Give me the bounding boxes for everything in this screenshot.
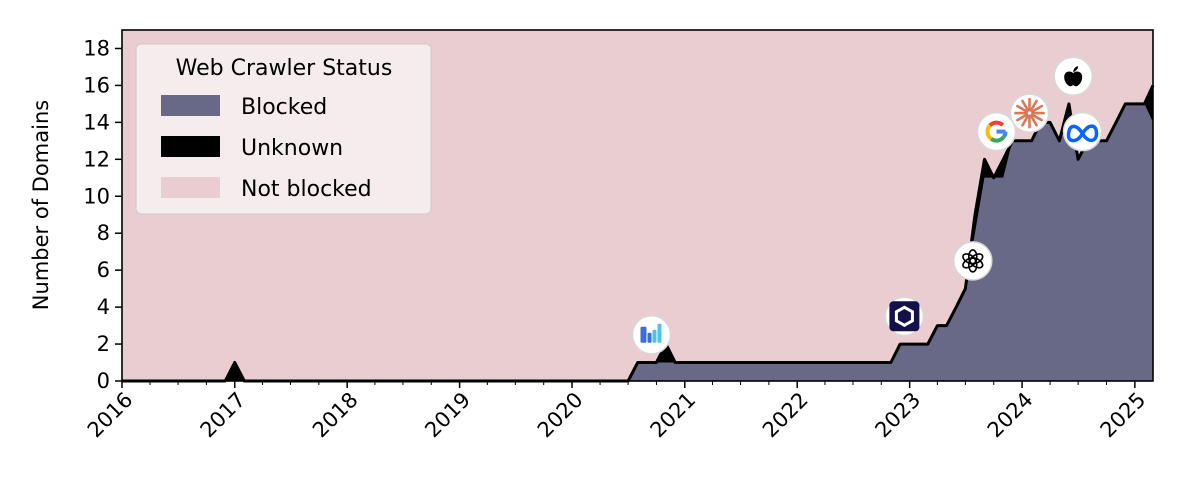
y-tick-label: 12 (83, 147, 110, 171)
y-tick-label: 10 (83, 184, 110, 208)
hexagon-logo-icon (884, 296, 925, 337)
x-axis: 2016 2017 2018 2019 2020 2021 2022 2023 2024 2025 (83, 381, 1151, 443)
anthropic-icon (1009, 93, 1050, 133)
google-icon (976, 111, 1017, 152)
x-tick-label: 2017 (196, 388, 251, 443)
plot-frame (121, 29, 1154, 382)
x-tick-label: 2016 (83, 388, 138, 443)
x-tick-label: 2024 (983, 388, 1038, 443)
openai-icon (953, 241, 993, 281)
x-tick-label: 2021 (646, 388, 701, 443)
y-tick-label: 14 (83, 110, 110, 134)
y-axis: 0 2 4 6 8 10 12 14 16 18 (83, 36, 122, 393)
y-tick-label: 16 (83, 73, 110, 97)
y-tick-label: 4 (97, 295, 110, 319)
legend-swatch-unknown (161, 136, 220, 157)
x-tick-label: 2018 (308, 388, 363, 443)
y-tick-label: 18 (83, 36, 110, 60)
legend-label-not-blocked: Not blocked (241, 177, 372, 202)
area-blocked (122, 103, 1153, 382)
x-tick-label: 2019 (420, 388, 475, 443)
y-tick-label: 8 (97, 221, 110, 245)
y-tick-label: 2 (97, 332, 110, 356)
legend-swatch-not-blocked (161, 177, 220, 198)
legend-title: Web Crawler Status (176, 56, 393, 81)
legend-label-unknown: Unknown (241, 136, 343, 161)
x-tick-label: 2022 (758, 388, 813, 443)
x-tick-label: 2025 (1096, 388, 1151, 443)
legend-box (135, 43, 432, 215)
apple-icon (1053, 56, 1093, 96)
x-tick-label: 2020 (533, 388, 588, 443)
legend: Web Crawler Status Blocked Unknown Not b… (135, 43, 432, 215)
y-tick-label: 6 (97, 258, 110, 282)
annotation-icons (631, 56, 1103, 355)
y-tick-label: 0 (97, 369, 110, 393)
legend-label-blocked: Blocked (241, 95, 327, 120)
y-axis-title: Number of Domains (29, 100, 53, 310)
legend-swatch-blocked (161, 95, 220, 116)
meta-icon (1062, 111, 1103, 152)
brand-bars-icon (631, 315, 672, 355)
x-tick-label: 2023 (870, 388, 925, 443)
